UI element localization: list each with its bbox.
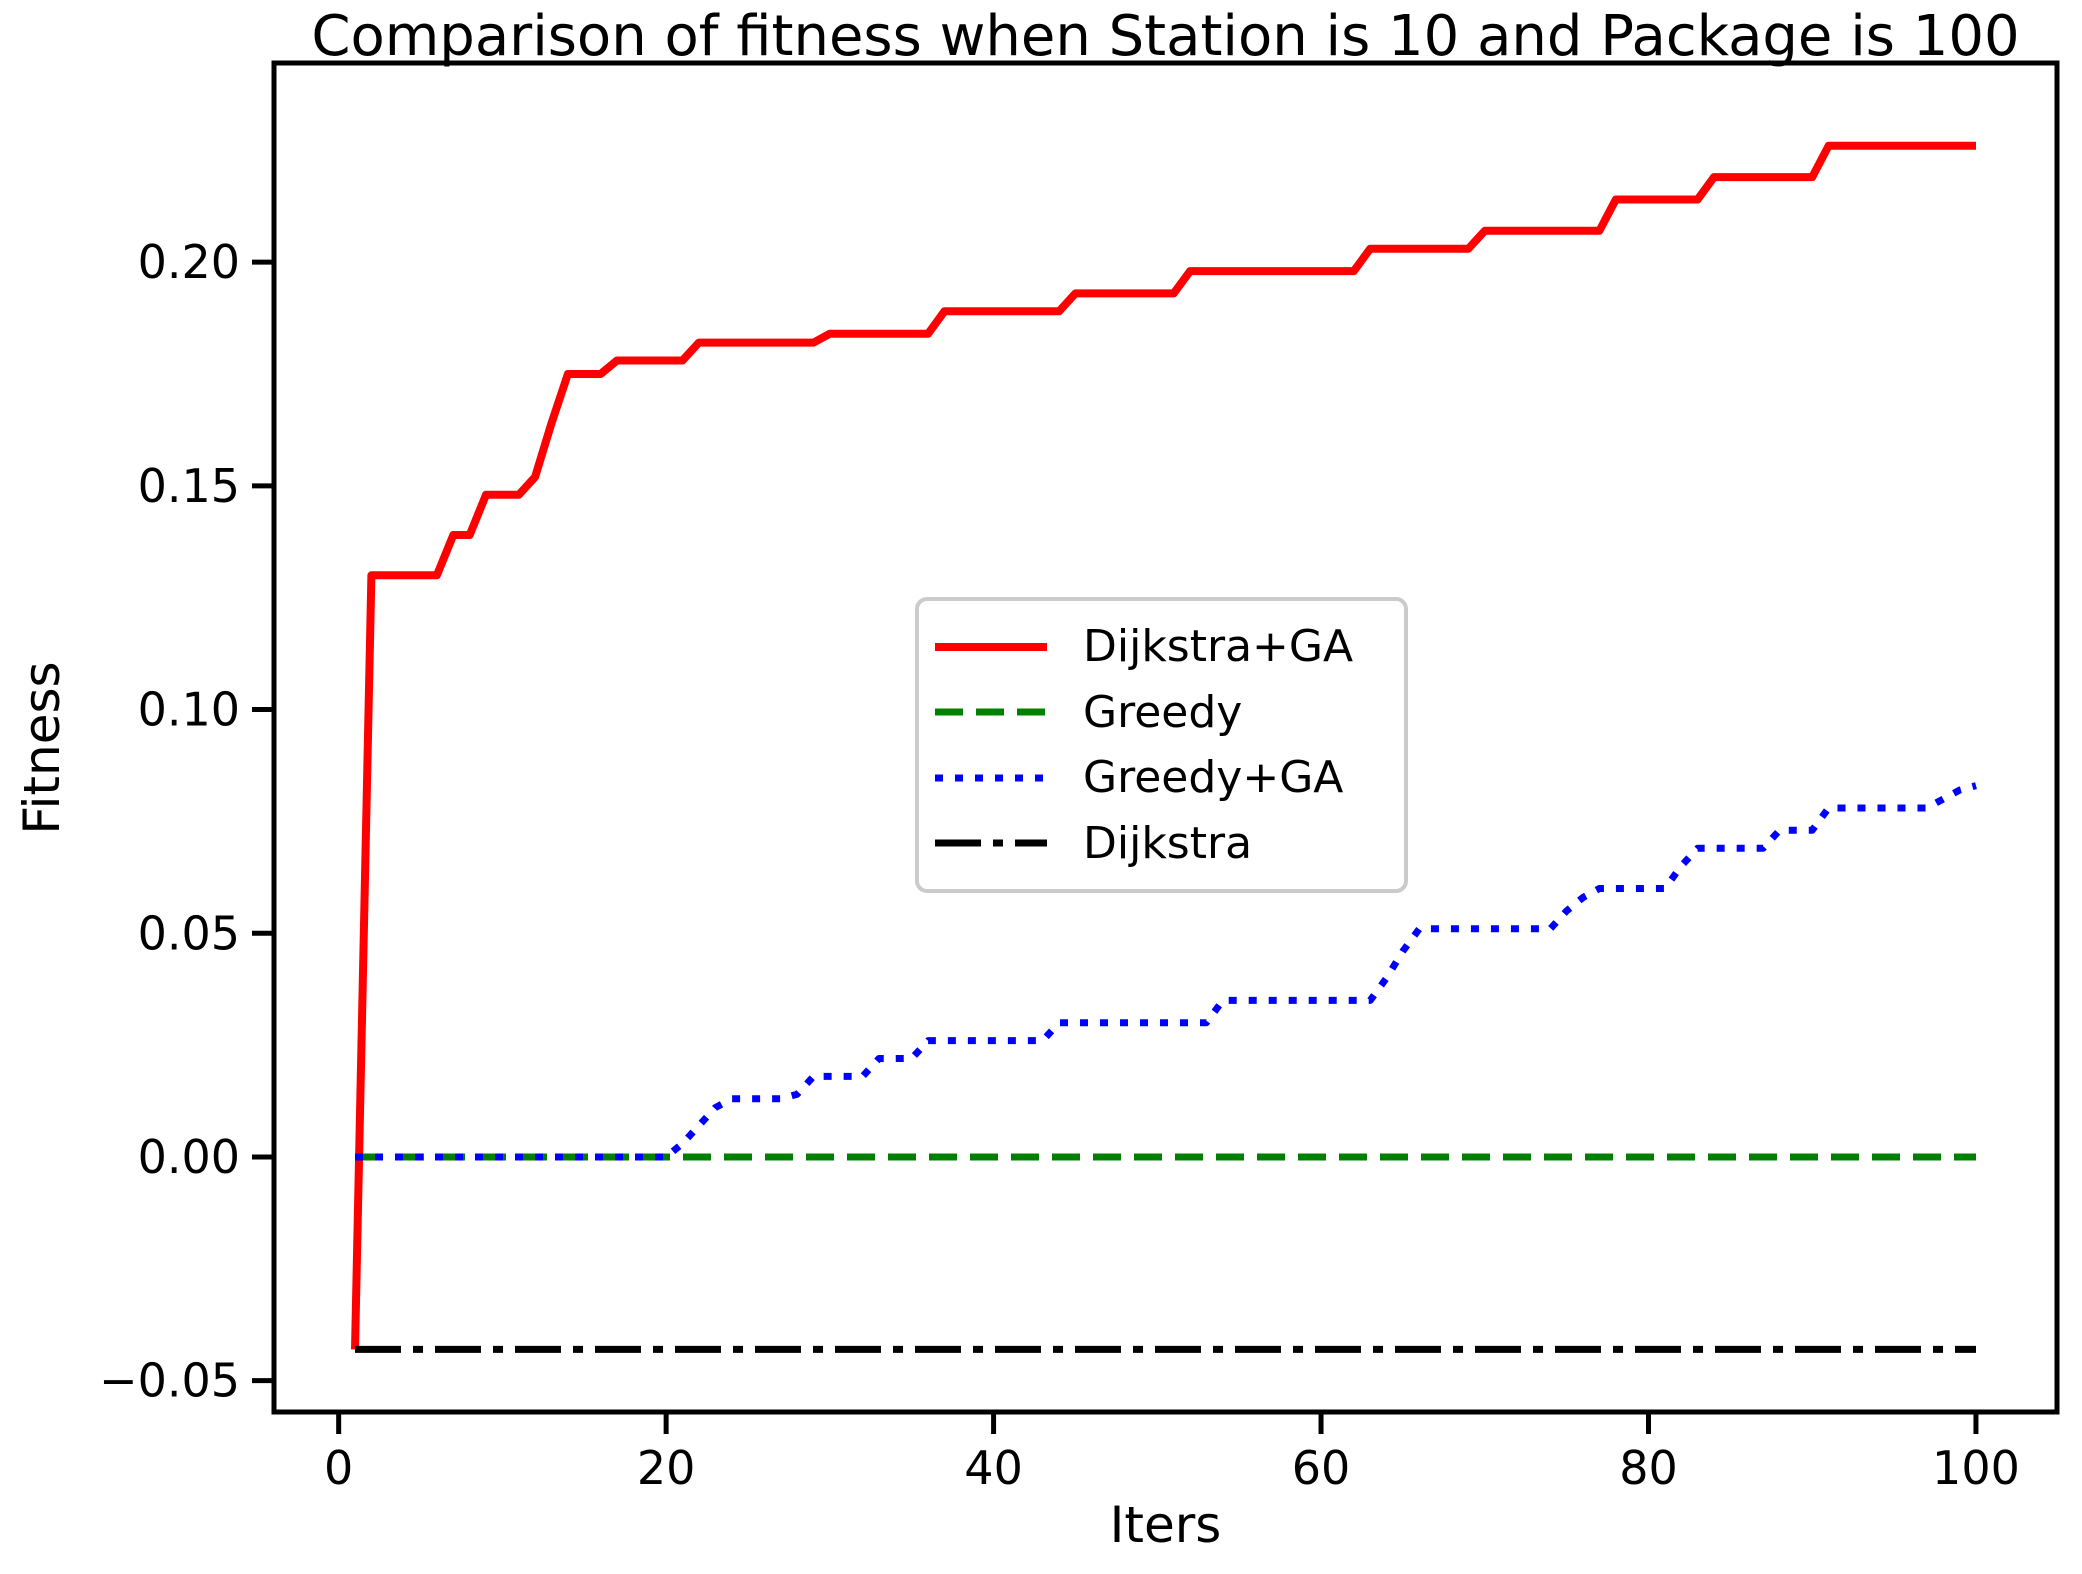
- x-tick-label: 40: [964, 1441, 1023, 1495]
- axes-spines: [271, 60, 2060, 1415]
- y-tick-label: −0.05: [99, 1354, 240, 1408]
- y-tick-label: 0.20: [138, 235, 240, 289]
- legend-item-dijkstra-ga: Dijkstra+GA: [935, 621, 1404, 672]
- legend-label: Greedy+GA: [1083, 752, 1344, 804]
- legend-item-greedy: Greedy: [935, 687, 1404, 738]
- legend-label: Dijkstra+GA: [1083, 621, 1354, 673]
- x-tick-label: 0: [324, 1441, 353, 1495]
- legend-item-greedy-ga: Greedy+GA: [935, 752, 1404, 803]
- y-tick-label: 0.00: [138, 1130, 240, 1184]
- legend-label: Greedy: [1083, 686, 1243, 738]
- legend-line-sample: [935, 774, 1047, 782]
- x-axis-label: Iters: [1109, 1496, 1222, 1554]
- x-tick-label: 60: [1292, 1441, 1351, 1495]
- y-tick-label: 0.05: [138, 906, 240, 960]
- series-line-greedy-ga: [355, 782, 1977, 1161]
- series-line-dijkstra-ga: [351, 141, 1976, 1350]
- chart-title: Comparison of fitness when Station is 10…: [311, 4, 2020, 69]
- legend: Dijkstra+GA Greedy Greedy+GA Dijkstra: [915, 597, 1408, 893]
- x-tick-label: 80: [1619, 1441, 1678, 1495]
- y-tick-label: 0.15: [138, 459, 240, 513]
- legend-line-sample: [935, 839, 1047, 847]
- legend-item-dijkstra: Dijkstra: [935, 818, 1404, 869]
- legend-line-sample: [935, 708, 1047, 716]
- x-tick-label: 20: [637, 1441, 696, 1495]
- y-axis-label: Fitness: [13, 661, 71, 835]
- legend-line-sample: [935, 642, 1047, 651]
- legend-label: Dijkstra: [1083, 817, 1253, 869]
- y-tick-label: 0.10: [138, 683, 240, 737]
- x-tick-label: 100: [1932, 1441, 2020, 1495]
